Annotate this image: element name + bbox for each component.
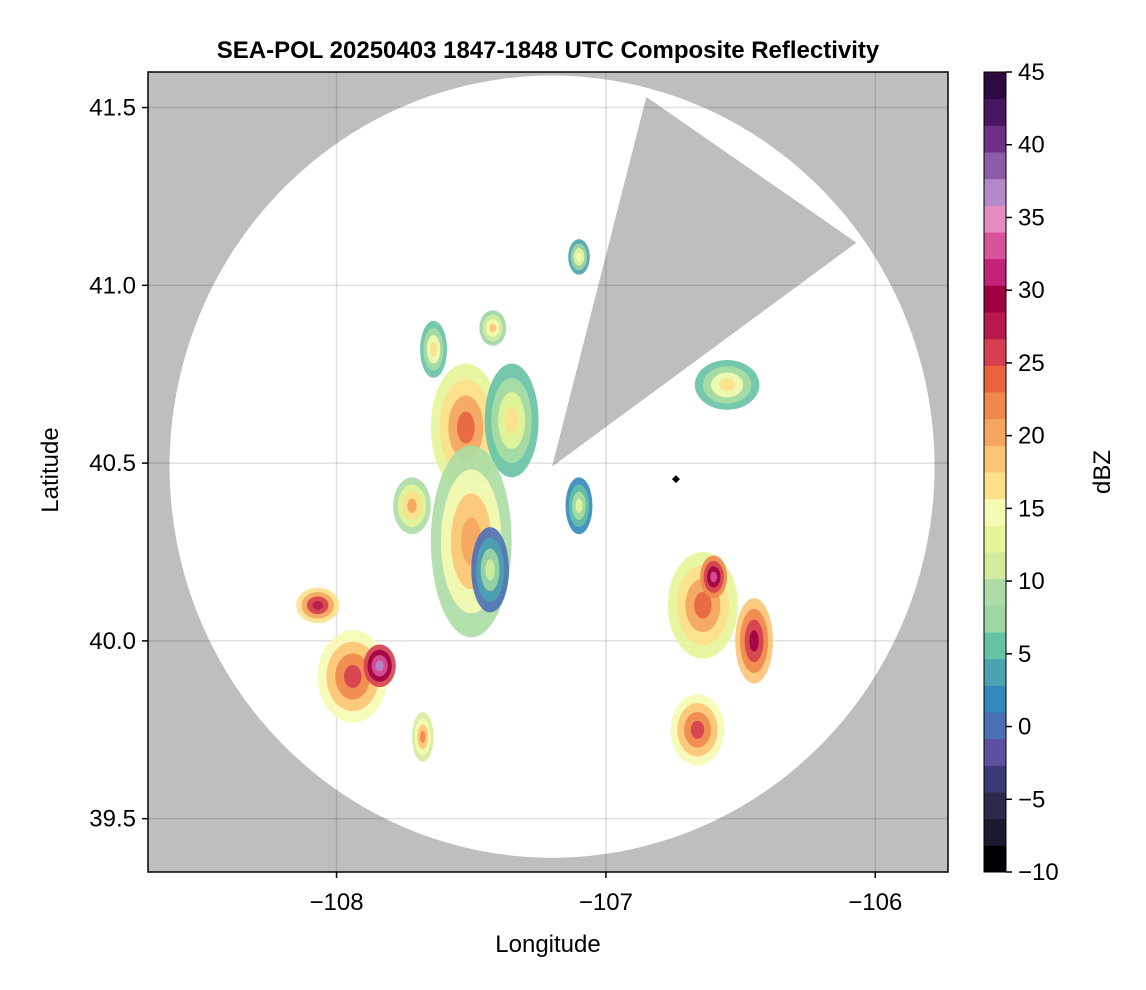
y-tick-label: 39.5 xyxy=(89,806,136,833)
chart-title: SEA-POL 20250403 1847-1848 UTC Composite… xyxy=(217,37,880,64)
colorbar: −10 −5 0 5 10 15 20 25 30 35 40 45 dBZ xyxy=(983,59,1116,886)
colorbar-band xyxy=(984,685,1006,713)
plot-area xyxy=(147,71,949,873)
echo-cell xyxy=(407,498,417,513)
colorbar-band xyxy=(984,152,1006,180)
colorbar-ticks: −10 −5 0 5 10 15 20 25 30 35 40 45 xyxy=(1006,59,1059,886)
reflectivity-echoes xyxy=(296,239,773,766)
colorbar-band xyxy=(984,98,1006,126)
colorbar-band xyxy=(984,712,1006,740)
echo-cell xyxy=(690,720,705,739)
colorbar-band xyxy=(984,418,1006,446)
y-tick-label: 40.5 xyxy=(89,450,136,477)
colorbar-band xyxy=(984,445,1006,473)
colorbar-band xyxy=(984,205,1006,233)
echo-cell xyxy=(489,323,497,333)
colorbar-tick-label: 20 xyxy=(1018,423,1045,450)
colorbar-band xyxy=(984,632,1006,660)
colorbar-band xyxy=(984,845,1006,873)
echo-cell xyxy=(575,498,583,513)
colorbar-tick-label: 5 xyxy=(1018,641,1031,668)
colorbar-band xyxy=(984,818,1006,846)
colorbar-band xyxy=(984,525,1006,553)
colorbar-band xyxy=(984,312,1006,340)
echo-cell xyxy=(375,660,384,672)
colorbar-band xyxy=(984,472,1006,500)
colorbar-band xyxy=(984,498,1006,526)
radar-blocked-sector xyxy=(552,96,857,467)
echo-cell xyxy=(694,592,712,619)
colorbar-band xyxy=(984,738,1006,766)
x-tick-label: −107 xyxy=(579,889,633,916)
echo-cell xyxy=(457,411,475,444)
marker-layer xyxy=(671,475,680,484)
colorbar-band xyxy=(984,658,1006,686)
echo-cell xyxy=(485,559,495,581)
colorbar-tick-label: 35 xyxy=(1018,204,1045,231)
colorbar-band xyxy=(984,232,1006,260)
y-tick-label: 40.0 xyxy=(89,628,136,655)
y-tick-label: 41.5 xyxy=(89,95,136,122)
colorbar-band xyxy=(984,72,1006,100)
colorbar-band xyxy=(984,578,1006,606)
colorbar-tick-label: 30 xyxy=(1018,277,1045,304)
colorbar-tick-label: −10 xyxy=(1018,859,1059,886)
colorbar-band xyxy=(984,765,1006,793)
colorbar-frame xyxy=(983,71,1007,873)
colorbar-band xyxy=(984,392,1006,420)
colorbar-band xyxy=(984,552,1006,580)
x-tick-label: −106 xyxy=(848,889,902,916)
grid-lines xyxy=(148,72,948,872)
colorbar-band xyxy=(984,365,1006,393)
echo-cell xyxy=(312,600,324,610)
colorbar-tick-label: 0 xyxy=(1018,714,1031,741)
echo-cell xyxy=(749,630,759,652)
x-tick-label: −108 xyxy=(310,889,364,916)
x-axis-label: Longitude xyxy=(495,931,600,958)
colorbar-tick-label: 10 xyxy=(1018,568,1045,595)
echo-cell xyxy=(719,378,736,392)
colorbar-gradient xyxy=(984,72,1006,873)
colorbar-tick-label: 15 xyxy=(1018,495,1045,522)
plot-frame xyxy=(147,71,949,873)
y-tick-label: 41.0 xyxy=(89,272,136,299)
echo-cell xyxy=(420,730,426,744)
x-axis: −108 −107 −106 xyxy=(310,872,902,916)
colorbar-tick-label: 40 xyxy=(1018,132,1045,159)
colorbar-band xyxy=(984,792,1006,820)
colorbar-band xyxy=(984,178,1006,206)
colorbar-band xyxy=(984,125,1006,153)
echo-cell xyxy=(430,342,437,357)
y-axis: 39.5 40.0 40.5 41.0 41.5 xyxy=(89,95,148,833)
colorbar-tick-label: 45 xyxy=(1018,59,1045,86)
echo-cell xyxy=(504,406,519,435)
colorbar-tick-label: −5 xyxy=(1018,786,1045,813)
echo-cell xyxy=(710,571,718,583)
colorbar-band xyxy=(984,285,1006,313)
y-axis-label: Latitude xyxy=(37,427,64,512)
radar-site-marker xyxy=(671,475,680,484)
echo-cell xyxy=(343,664,362,688)
echo-cell xyxy=(576,252,582,262)
colorbar-label: dBZ xyxy=(1089,450,1116,494)
colorbar-tick-label: 25 xyxy=(1018,350,1045,377)
colorbar-band xyxy=(984,258,1006,286)
colorbar-band xyxy=(984,605,1006,633)
colorbar-band xyxy=(984,338,1006,366)
